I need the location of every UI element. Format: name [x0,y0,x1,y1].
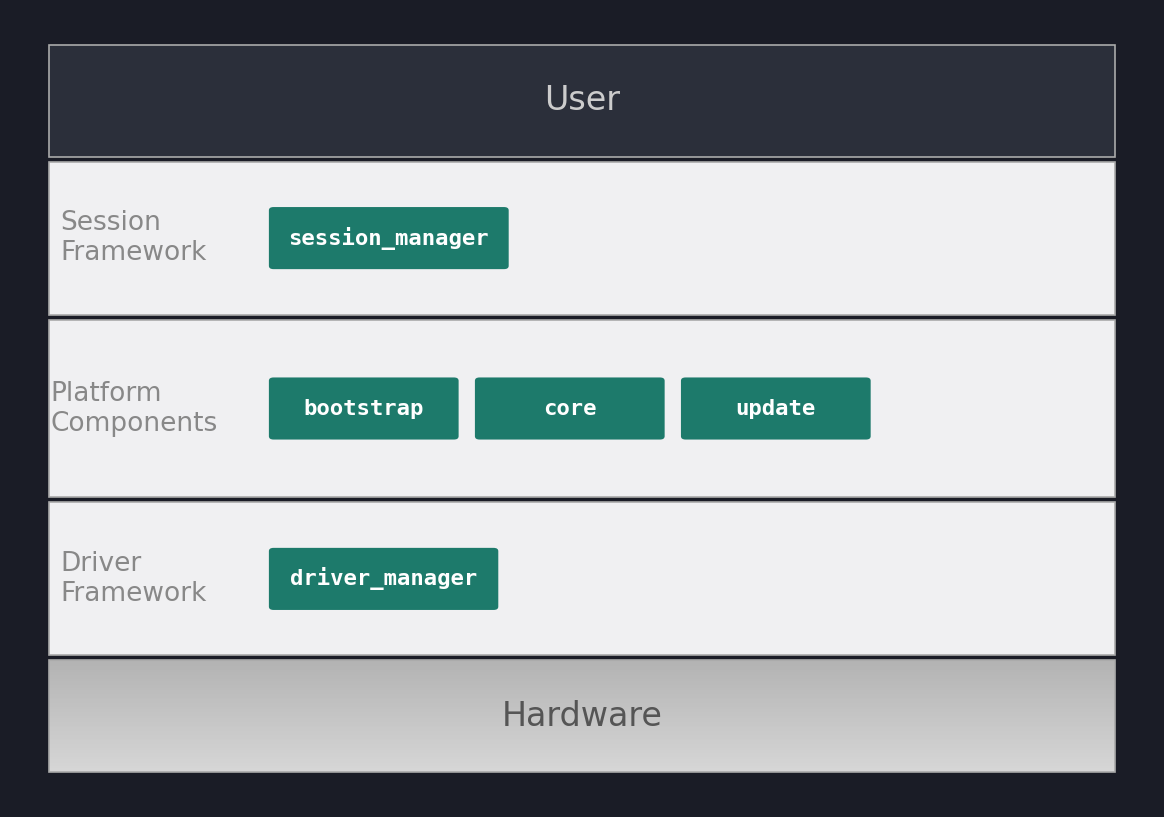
Bar [49,712,1115,714]
FancyBboxPatch shape [269,207,509,269]
FancyBboxPatch shape [269,548,498,610]
Text: session_manager: session_manager [289,226,489,250]
Bar [49,768,1115,770]
Bar [49,757,1115,759]
Bar [49,761,1115,763]
Text: core: core [544,399,596,418]
Bar [49,738,1115,740]
Bar [49,688,1115,690]
Bar [49,766,1115,768]
Bar [49,663,1115,666]
Bar [49,704,1115,707]
Text: update: update [736,399,816,418]
Bar [49,662,1115,664]
Bar [49,717,1115,720]
Bar [49,749,1115,752]
Bar [49,669,1115,672]
Bar [49,730,1115,733]
Bar [49,707,1115,709]
Bar [49,742,1115,744]
Bar [49,729,1115,731]
Text: Session
Framework: Session Framework [61,210,207,266]
Bar [49,660,1115,772]
Bar [49,675,1115,677]
Text: bootstrap: bootstrap [304,399,424,418]
FancyBboxPatch shape [681,377,871,440]
Text: Driver
Framework: Driver Framework [61,551,207,607]
Bar [49,753,1115,755]
Bar [49,694,1115,696]
Bar [49,755,1115,757]
Bar [49,45,1115,157]
Bar [49,746,1115,748]
Bar [49,734,1115,737]
Bar [49,686,1115,688]
Bar [49,697,1115,699]
Bar [49,684,1115,686]
Bar [49,762,1115,765]
Bar [49,162,1115,315]
Bar [49,671,1115,673]
Bar [49,695,1115,698]
Text: driver_manager: driver_manager [290,567,477,591]
Bar [49,720,1115,721]
Bar [49,727,1115,730]
Bar [49,701,1115,703]
Bar [49,723,1115,725]
Bar [49,740,1115,743]
Text: Platform
Components: Platform Components [50,381,218,436]
Bar [49,682,1115,685]
Bar [49,770,1115,772]
Bar [49,703,1115,705]
Bar [49,716,1115,718]
Bar [49,667,1115,670]
Bar [49,764,1115,766]
Bar [49,736,1115,739]
Bar [49,660,1115,663]
Bar [49,725,1115,727]
FancyBboxPatch shape [475,377,665,440]
Bar [49,502,1115,655]
Bar [49,748,1115,750]
Bar [49,710,1115,712]
Bar [49,673,1115,675]
Bar [49,666,1115,667]
FancyBboxPatch shape [269,377,459,440]
Bar [49,714,1115,717]
Bar [49,751,1115,753]
Bar [49,759,1115,761]
Bar [49,319,1115,498]
Bar [49,692,1115,694]
Bar [49,681,1115,683]
Bar [49,708,1115,711]
Bar [49,676,1115,679]
Bar [49,690,1115,692]
Text: User: User [544,84,620,118]
Text: Hardware: Hardware [502,699,662,733]
Bar [49,733,1115,734]
Bar [49,743,1115,746]
Bar [49,699,1115,701]
Bar [49,721,1115,724]
Bar [49,679,1115,681]
